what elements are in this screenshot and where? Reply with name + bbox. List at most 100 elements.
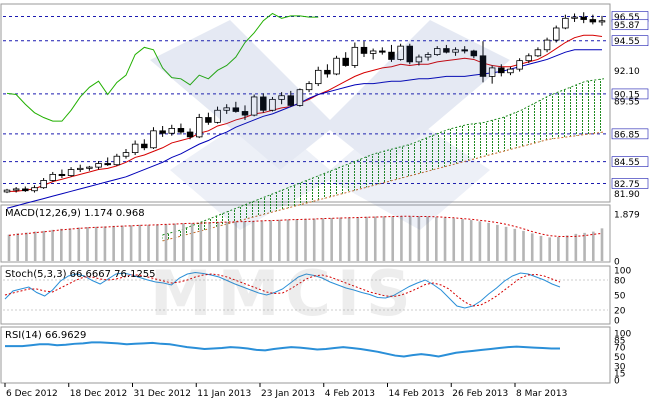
candle-body [95, 163, 102, 168]
stoch-label: Stoch(5,3,3) 66.6667 76.1255 [5, 269, 156, 280]
candle-body [360, 46, 368, 54]
candle-body [342, 57, 349, 66]
macd-bar [382, 216, 386, 261]
macd-bar [435, 217, 438, 261]
stoch-tick-label: 80 [614, 277, 626, 287]
macd-bar [400, 216, 403, 261]
macd-bar [86, 227, 89, 261]
macd-bar [574, 233, 578, 261]
candle-body [479, 55, 487, 77]
macd-bar [408, 216, 412, 261]
date-label: 14 Feb 2013 [389, 389, 445, 399]
candle-body [534, 49, 542, 57]
macd-bar [461, 219, 464, 261]
candle-body [104, 163, 111, 166]
overlay-line [6, 12, 319, 122]
candle-body [122, 152, 130, 157]
overlay-line [7, 34, 603, 192]
candle-body [49, 173, 57, 181]
macd-bar [51, 229, 54, 261]
candle-body [159, 130, 166, 134]
candle-body [314, 69, 322, 85]
price-tick-box [611, 128, 649, 140]
macd-bar [356, 217, 360, 261]
price-tick-label: 86.85 [614, 130, 640, 140]
macd-bar [173, 223, 176, 261]
price-tick-label: 89.55 [614, 98, 640, 108]
macd-bar [530, 233, 534, 261]
rsi-tick-label: 100 [614, 330, 631, 340]
macd-bar [129, 225, 133, 261]
stoch-line [4, 273, 561, 307]
price-tick-label: 90.15 [614, 90, 640, 100]
macd-bar [121, 225, 124, 261]
price-tick-box [611, 88, 649, 100]
macd-bar [94, 226, 98, 261]
macd-bar [190, 223, 194, 261]
macd-bar [373, 216, 377, 261]
price-tick-box [611, 35, 649, 46]
macd-bar [68, 228, 72, 261]
candle-body [12, 188, 20, 191]
macd-bar [591, 231, 595, 261]
macd-bar [155, 224, 159, 261]
date-label: 23 Jan 2013 [261, 389, 315, 399]
macd-bar [312, 218, 316, 261]
macd-bar [443, 217, 447, 261]
price-tick-label: 95.87 [614, 21, 640, 31]
date-axis: 6 Dec 2012 18 Dec 2012 31 Dec 2012 11 Jan 2… [4, 383, 567, 399]
candle-body [269, 98, 276, 111]
macd-bar [565, 235, 569, 261]
candle-body [67, 169, 75, 176]
macd-bar [208, 222, 211, 261]
macd-bar [365, 216, 368, 261]
date-label: 18 Dec 2012 [70, 389, 128, 399]
date-label: 6 Dec 2012 [6, 389, 58, 399]
candle-body [40, 180, 47, 189]
candle-body [443, 48, 450, 53]
candle-body [562, 17, 569, 29]
candle-body [525, 55, 533, 62]
macd-bar [216, 222, 220, 261]
macd-bar [522, 230, 525, 261]
macd-bar [487, 222, 490, 261]
candle-body [324, 69, 331, 75]
macd-bar [103, 226, 107, 261]
candle-body [571, 16, 578, 19]
macd-bar [548, 237, 551, 261]
macd-bar [234, 221, 238, 261]
stoch-tick-label: 20 [614, 307, 626, 317]
candle-body [415, 56, 423, 63]
price-tick-box [611, 156, 649, 167]
macd-bar [295, 219, 299, 261]
rsi-panel-frame [0, 326, 611, 384]
rsi-tick-label: 30 [614, 362, 626, 372]
candle-body [488, 67, 496, 77]
macd-bar [347, 217, 351, 261]
candle-body [260, 96, 267, 111]
price-tick-label: 82.75 [614, 180, 640, 190]
rsi-line [5, 341, 560, 358]
candle-body [278, 95, 285, 100]
candle-body [86, 166, 93, 169]
macd-bar [33, 231, 37, 261]
macd-bar [164, 224, 168, 261]
candle-body [388, 51, 395, 60]
candle-body [379, 50, 386, 53]
macd-tick-label: 1.879 [614, 210, 640, 220]
price-tick-box [611, 19, 649, 31]
macd-bar [269, 220, 272, 261]
macd-bar [496, 224, 499, 261]
price-tick-label: 81.90 [614, 190, 640, 200]
cloud-upper [162, 78, 605, 236]
candles [3, 12, 606, 194]
price-tick-label: 94.55 [614, 37, 640, 47]
candle-body [76, 167, 84, 170]
stoch-tick-label: 50 [614, 292, 626, 302]
svg-text:MMCIS: MMCIS [150, 257, 417, 330]
macd-bar [504, 226, 508, 261]
cloud-fill [162, 78, 604, 241]
date-label: 31 Dec 2012 [134, 389, 192, 399]
macd-bar [426, 216, 429, 261]
candle-body [351, 46, 359, 66]
